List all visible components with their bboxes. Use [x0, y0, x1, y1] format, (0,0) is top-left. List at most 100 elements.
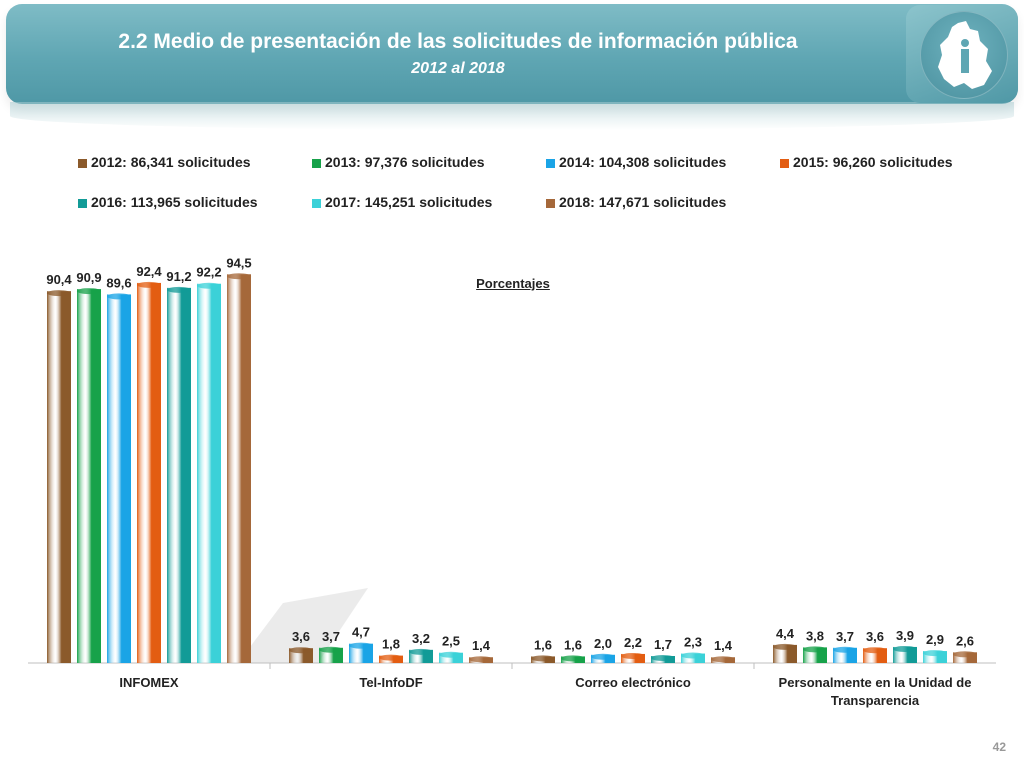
data-label: 3,6	[866, 629, 884, 644]
data-label: 89,6	[106, 275, 131, 290]
legend-swatch	[78, 158, 87, 168]
bar	[137, 282, 161, 663]
data-label: 3,7	[322, 629, 340, 644]
data-label: 1,7	[654, 637, 672, 652]
legend-label: 2017: 145,251 solicitudes	[325, 194, 493, 210]
bar-cap	[561, 655, 585, 662]
bar-cap	[833, 646, 857, 653]
bar-cap	[409, 648, 433, 655]
bar-cap	[681, 652, 705, 659]
data-label: 2,6	[956, 633, 974, 648]
bar-cap	[47, 290, 71, 297]
data-label: 4,4	[776, 626, 795, 641]
bar-cap	[349, 642, 373, 649]
bar	[349, 643, 373, 663]
bar-cap	[711, 656, 735, 663]
bar-cap	[531, 655, 555, 662]
bar-cap	[107, 293, 131, 300]
title-banner	[6, 4, 1018, 104]
bar-cap	[803, 646, 827, 653]
bar	[167, 287, 191, 663]
category-label: INFOMEX	[119, 675, 179, 690]
bar-cap	[621, 652, 645, 659]
bar-cap	[137, 281, 161, 288]
data-label: 2,2	[624, 635, 642, 650]
data-label: 2,0	[594, 636, 612, 651]
legend-label: 2014: 104,308 solicitudes	[559, 154, 727, 170]
institution-logo	[906, 5, 1018, 103]
bar-cap	[319, 646, 343, 653]
bar-cap	[227, 273, 251, 280]
data-label: 1,6	[564, 637, 582, 652]
data-label: 3,6	[292, 629, 310, 644]
bar	[227, 274, 251, 663]
legend-item: 2013: 97,376 solicitudes	[312, 154, 485, 170]
data-label: 2,3	[684, 635, 702, 650]
category-label: Personalmente en la Unidad de	[779, 675, 972, 690]
banner-reflection	[10, 102, 1014, 130]
data-label: 1,6	[534, 637, 552, 652]
city-map-icon	[938, 21, 992, 89]
bar-cap	[893, 645, 917, 652]
bar	[439, 652, 463, 663]
bar	[77, 289, 101, 663]
legend-label: 2016: 113,965 solicitudes	[91, 194, 258, 210]
page-title: 2.2 Medio de presentación de las solicit…	[118, 30, 798, 53]
bar	[923, 651, 947, 663]
chart-legend: 2012: 86,341 solicitudes 2013: 97,376 so…	[70, 150, 1010, 220]
bar-cap	[379, 654, 403, 661]
data-label: 90,4	[46, 272, 72, 287]
legend-swatch	[780, 158, 789, 168]
legend-item: 2016: 113,965 solicitudes	[78, 194, 258, 210]
bar-cap	[591, 653, 615, 660]
data-label: 92,2	[196, 265, 221, 280]
bar-cap	[439, 651, 463, 658]
data-label: 2,5	[442, 634, 460, 649]
data-label: 90,9	[76, 270, 101, 285]
chart-title: Porcentajes	[476, 276, 550, 291]
legend-swatch	[312, 158, 321, 168]
legend-swatch	[546, 158, 555, 168]
bar-cap	[289, 647, 313, 654]
bar-cap	[197, 282, 221, 289]
bar-cap	[773, 643, 797, 650]
data-label: 1,4	[472, 638, 491, 653]
legend-swatch	[78, 198, 87, 208]
data-label: 4,7	[352, 625, 370, 640]
data-label: 91,2	[166, 269, 191, 284]
data-label: 3,8	[806, 628, 824, 643]
data-label: 94,5	[226, 255, 251, 270]
legend-label: 2018: 147,671 solicitudes	[559, 194, 727, 210]
bar-cap	[469, 656, 493, 663]
category-label: Transparencia	[831, 693, 920, 708]
category-label: Correo electrónico	[575, 675, 691, 690]
legend-swatch	[546, 198, 555, 208]
page-number: 42	[992, 740, 1006, 754]
bar-cap	[167, 286, 191, 293]
bar-cap	[651, 655, 675, 662]
legend-item: 2012: 86,341 solicitudes	[78, 154, 251, 170]
legend-item: 2018: 147,671 solicitudes	[546, 194, 726, 210]
bar-cap	[923, 650, 947, 657]
legend-label: 2013: 97,376 solicitudes	[325, 154, 485, 170]
category-label: Tel-InfoDF	[359, 675, 422, 690]
data-label: 92,4	[136, 264, 162, 279]
data-label: 3,2	[412, 631, 430, 646]
data-label: 1,8	[382, 637, 400, 652]
legend-label: 2012: 86,341 solicitudes	[91, 154, 251, 170]
data-label: 1,4	[714, 638, 733, 653]
legend-item: 2014: 104,308 solicitudes	[546, 154, 726, 170]
legend-label: 2015: 96,260 solicitudes	[793, 154, 953, 170]
bar-shadow	[238, 588, 368, 663]
legend-item: 2017: 145,251 solicitudes	[312, 194, 492, 210]
bar	[107, 294, 131, 663]
data-label: 3,9	[896, 628, 914, 643]
bar	[953, 652, 977, 663]
data-label: 2,9	[926, 632, 944, 647]
bar-cap	[953, 651, 977, 658]
bar-cap	[77, 288, 101, 295]
legend-swatch	[312, 198, 321, 208]
bar	[197, 283, 221, 663]
bar-cap	[863, 647, 887, 654]
